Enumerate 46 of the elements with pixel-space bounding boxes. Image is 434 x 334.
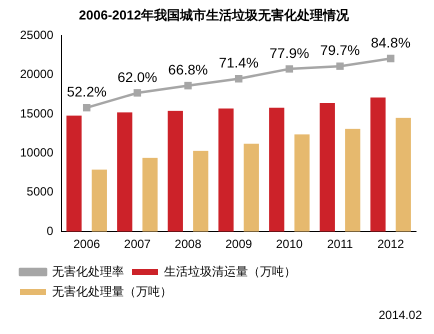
legend-label: 生活垃圾清运量（万吨）	[164, 264, 296, 278]
bar	[142, 158, 158, 232]
bar	[193, 150, 208, 232]
x-tick-label: 2010	[276, 237, 304, 252]
y-tick-label: 20000	[20, 67, 54, 82]
bar	[168, 110, 183, 232]
data-label: 52.2%	[66, 84, 107, 100]
legend-label: 无害化处理率	[52, 264, 124, 278]
bar	[294, 134, 310, 232]
bar	[117, 112, 132, 232]
bar	[320, 103, 335, 232]
data-label: 66.8%	[168, 62, 208, 78]
chart-title: 2006-2012年我国城市生活垃圾无害化处理情况	[78, 7, 350, 22]
x-tick-label: 2012	[377, 237, 404, 252]
bar	[370, 98, 386, 232]
y-tick-label: 0	[46, 224, 54, 238]
point	[134, 89, 142, 97]
point	[386, 54, 394, 62]
x-tick-label: 2006	[73, 237, 100, 252]
point	[82, 104, 90, 112]
data-label: 79.7%	[320, 42, 360, 58]
data-label: 77.9%	[269, 44, 310, 61]
x-tick-label: 2009	[225, 237, 252, 252]
data-label: 84.8%	[370, 34, 411, 50]
legend-label: 无害化处理量（万吨）	[52, 284, 172, 298]
y-tick-label: 10000	[20, 146, 54, 160]
x-tick-label: 2008	[174, 237, 202, 252]
bar	[244, 144, 259, 232]
y-tick-label: 25000	[20, 28, 54, 42]
bar	[345, 128, 360, 232]
bar	[269, 108, 284, 232]
point	[286, 65, 294, 73]
bar	[396, 118, 411, 232]
x-tick-label: 2007	[124, 237, 152, 252]
data-label: 62.0%	[118, 68, 158, 85]
bar	[218, 108, 234, 232]
y-tick-label: 15000	[20, 106, 54, 120]
data-label: 71.4%	[218, 54, 259, 71]
bar	[66, 116, 82, 232]
text: 2014.02	[378, 308, 423, 322]
point	[234, 74, 242, 82]
point	[336, 62, 344, 70]
x-tick-label: 2011	[327, 237, 354, 252]
point	[184, 82, 192, 90]
bar	[92, 170, 107, 232]
y-tick-label: 5000	[26, 184, 54, 199]
